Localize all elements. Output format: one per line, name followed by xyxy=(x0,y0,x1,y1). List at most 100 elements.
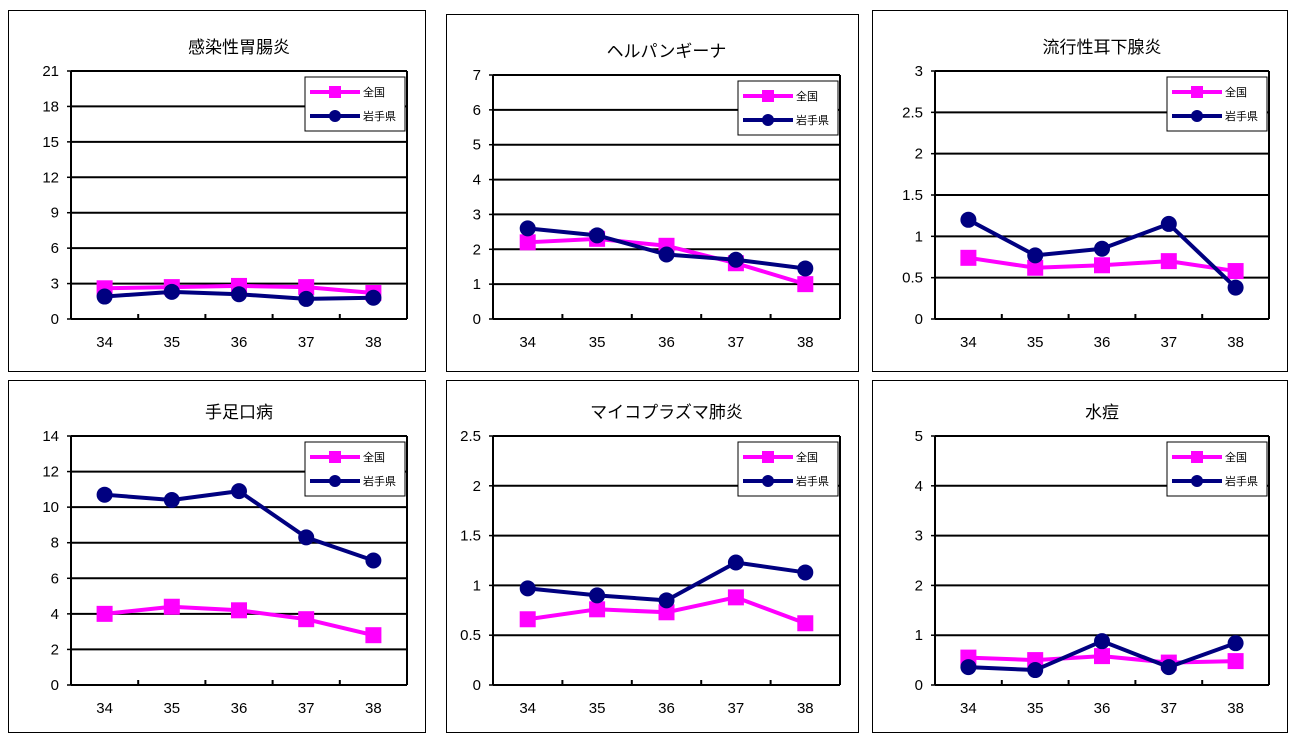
data-point xyxy=(298,290,315,307)
data-point xyxy=(298,611,315,628)
y-tick-label: 0 xyxy=(473,677,481,694)
legend-label: 全国 xyxy=(363,450,385,464)
chart-panel-mumps: 流行性耳下腺炎 0 0.5 1 1.5 2 2.5 3 34 35 36 37 38 全国 岩手県 xyxy=(872,10,1288,372)
data-point xyxy=(658,604,675,621)
legend-box xyxy=(1166,441,1268,497)
y-tick-label: 0 xyxy=(51,677,59,694)
x-tick-label: 37 xyxy=(298,334,315,351)
x-tick-label: 35 xyxy=(163,700,180,717)
chart-panel-herpangina: ヘルパンギーナ 0 1 2 3 4 5 6 7 34 35 36 37 38 全国 岩手県 xyxy=(446,14,859,372)
data-point xyxy=(519,220,536,237)
legend-label: 岩手県 xyxy=(363,474,396,488)
y-tick-label: 15 xyxy=(42,134,59,151)
legend-label: 岩手県 xyxy=(363,109,396,123)
x-tick-label: 36 xyxy=(1094,334,1111,351)
x-tick-label: 37 xyxy=(1160,334,1177,351)
chart-panel-mycoplasma: マイコプラズマ肺炎 0 0.5 1 1.5 2 2.5 34 35 36 37 38 全国 岩手県 xyxy=(446,380,859,733)
data-point xyxy=(298,279,315,296)
x-tick-label: 35 xyxy=(1027,700,1044,717)
data-point xyxy=(231,483,247,500)
data-point xyxy=(1227,279,1244,296)
y-tick-label: 6 xyxy=(51,240,59,257)
y-tick-label: 2.5 xyxy=(902,104,923,121)
x-tick-label: 37 xyxy=(298,700,315,717)
x-tick-label: 34 xyxy=(96,700,113,717)
data-point xyxy=(1094,257,1110,274)
chart-title: 流行性耳下腺炎 xyxy=(1043,38,1162,57)
y-tick-label: 10 xyxy=(42,499,59,516)
y-tick-label: 9 xyxy=(51,205,59,222)
data-point xyxy=(727,589,744,606)
data-point xyxy=(231,602,247,619)
data-point xyxy=(1094,240,1110,257)
legend-marker xyxy=(1191,451,1203,463)
x-tick-label: 36 xyxy=(658,700,675,717)
x-tick-label: 38 xyxy=(1227,334,1244,351)
data-point xyxy=(797,564,814,581)
y-tick-label: 3 xyxy=(473,206,481,223)
y-tick-label: 4 xyxy=(473,172,481,189)
legend-marker xyxy=(762,114,774,126)
data-point xyxy=(1094,648,1110,665)
legend-box xyxy=(304,441,406,497)
chart-panel-hand-foot-mouth: 手足口病 0 2 4 6 8 10 12 14 34 35 36 37 38 全国 岩手県 xyxy=(8,380,426,733)
chart-title: 感染性胃腸炎 xyxy=(188,38,290,57)
x-tick-label: 36 xyxy=(658,334,675,351)
chart-title: ヘルパンギーナ xyxy=(607,42,727,61)
data-point xyxy=(727,554,744,571)
y-tick-label: 2 xyxy=(51,641,59,658)
legend-marker xyxy=(329,86,341,98)
data-point xyxy=(1027,259,1044,276)
y-tick-label: 14 xyxy=(42,428,59,445)
x-tick-label: 34 xyxy=(519,700,536,717)
y-tick-label: 6 xyxy=(51,570,59,587)
y-tick-label: 3 xyxy=(51,276,59,293)
data-point xyxy=(1027,247,1044,264)
y-tick-label: 0 xyxy=(915,677,923,694)
data-point xyxy=(298,529,315,546)
x-tick-label: 34 xyxy=(519,334,536,351)
y-tick-label: 3 xyxy=(915,63,923,80)
x-tick-label: 35 xyxy=(1027,334,1044,351)
legend-label: 全国 xyxy=(363,85,385,99)
y-tick-label: 8 xyxy=(51,535,59,552)
data-point xyxy=(1227,263,1244,280)
data-point xyxy=(960,659,977,676)
x-tick-label: 38 xyxy=(365,334,382,351)
y-tick-label: 0.5 xyxy=(902,270,923,287)
data-point xyxy=(1227,635,1244,652)
legend-label: 岩手県 xyxy=(1225,109,1258,123)
legend-marker xyxy=(329,475,341,487)
legend-marker xyxy=(1191,86,1203,98)
legend-box xyxy=(737,441,839,497)
data-point xyxy=(163,283,180,300)
y-tick-label: 5 xyxy=(473,137,481,154)
x-tick-label: 34 xyxy=(960,700,977,717)
data-point xyxy=(589,587,606,604)
legend-box xyxy=(1166,76,1268,132)
data-point xyxy=(1227,653,1244,670)
x-tick-label: 36 xyxy=(1094,700,1111,717)
x-tick-label: 37 xyxy=(728,334,745,351)
y-tick-label: 1 xyxy=(473,577,481,594)
data-point xyxy=(658,592,675,609)
data-point xyxy=(727,251,744,268)
y-tick-label: 2.5 xyxy=(460,428,481,445)
data-point xyxy=(96,486,113,503)
y-tick-label: 12 xyxy=(42,464,59,481)
data-point xyxy=(519,580,536,597)
legend-marker xyxy=(762,475,774,487)
x-tick-label: 37 xyxy=(1160,700,1177,717)
legend-label: 岩手県 xyxy=(796,474,829,488)
y-tick-label: 2 xyxy=(473,241,481,258)
chart-title: 手足口病 xyxy=(205,403,273,422)
data-point xyxy=(1094,633,1110,650)
